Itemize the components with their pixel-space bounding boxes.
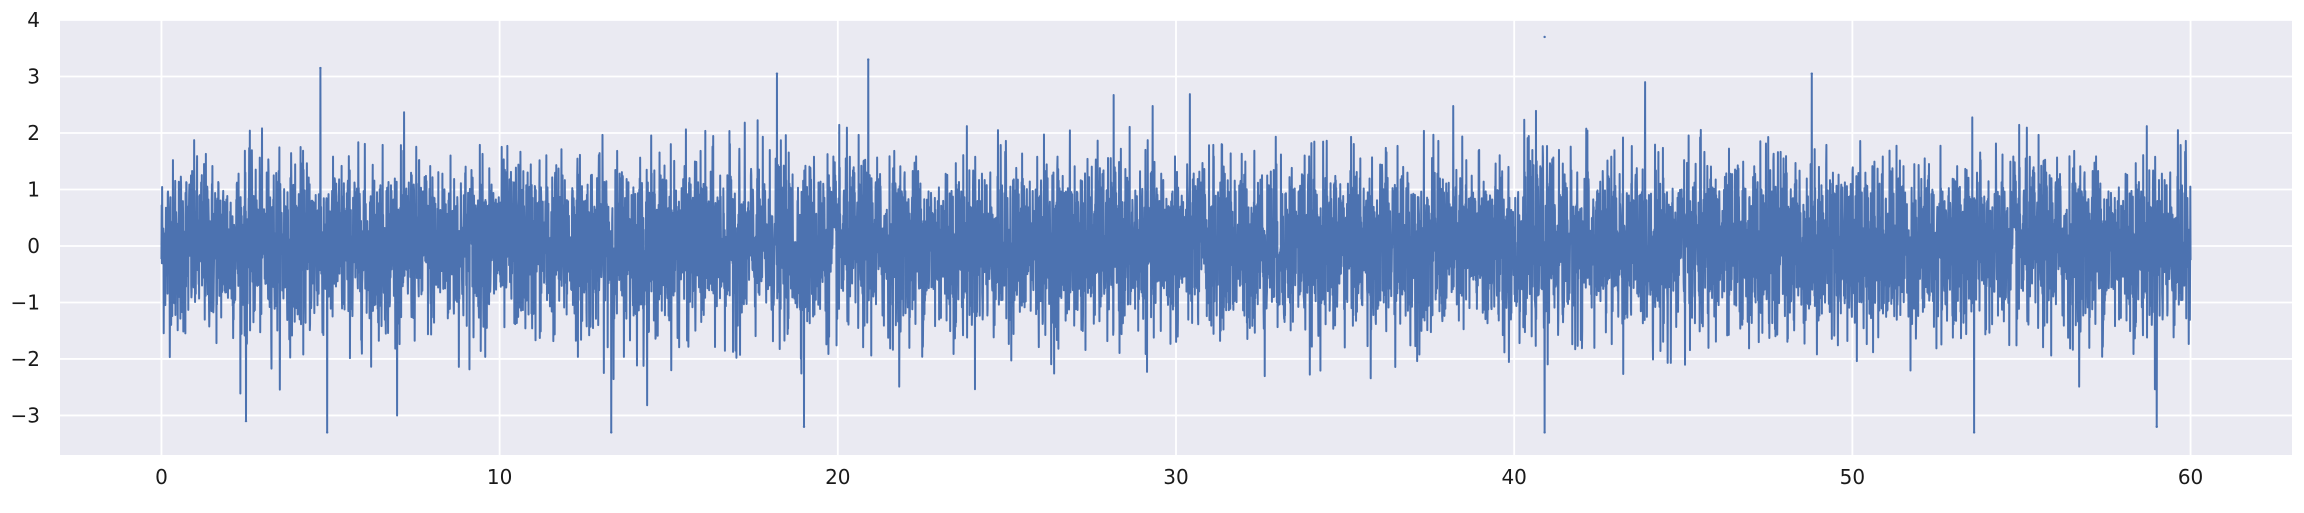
extreme-point bbox=[244, 419, 248, 423]
extreme-point bbox=[775, 72, 779, 75]
x-tick-label: 0 bbox=[155, 465, 168, 489]
series-line bbox=[160, 58, 2192, 434]
y-tick-label: 4 bbox=[27, 8, 40, 32]
y-tick-label: 2 bbox=[27, 121, 40, 145]
extreme-point bbox=[319, 66, 322, 70]
extreme-point bbox=[1543, 431, 1546, 434]
x-axis: 0 10 20 30 40 50 60 bbox=[155, 465, 2203, 489]
y-tick-label: 1 bbox=[27, 177, 40, 201]
y-tick-label: −3 bbox=[11, 403, 40, 427]
extreme-point bbox=[325, 431, 329, 434]
extreme-point bbox=[802, 425, 806, 428]
x-tick-label: 30 bbox=[1163, 465, 1188, 489]
y-tick-label: −2 bbox=[11, 347, 40, 371]
x-tick-label: 60 bbox=[2178, 465, 2203, 489]
x-tick-label: 40 bbox=[1501, 465, 1526, 489]
series-layer bbox=[160, 35, 2192, 434]
extreme-point bbox=[2155, 425, 2158, 428]
x-tick-label: 50 bbox=[1840, 465, 1865, 489]
extreme-point bbox=[1810, 72, 1813, 75]
y-tick-label: −1 bbox=[11, 290, 40, 314]
extreme-point bbox=[1972, 431, 1976, 434]
y-tick-label: 0 bbox=[27, 234, 40, 258]
extreme-point bbox=[867, 58, 870, 61]
y-axis: 4 3 2 1 0 −1 −2 −3 bbox=[11, 8, 40, 427]
x-tick-label: 10 bbox=[487, 465, 512, 489]
x-tick-label: 20 bbox=[825, 465, 850, 489]
extreme-point bbox=[610, 431, 613, 434]
extreme-point bbox=[1543, 35, 1546, 39]
y-tick-label: 3 bbox=[27, 64, 40, 88]
